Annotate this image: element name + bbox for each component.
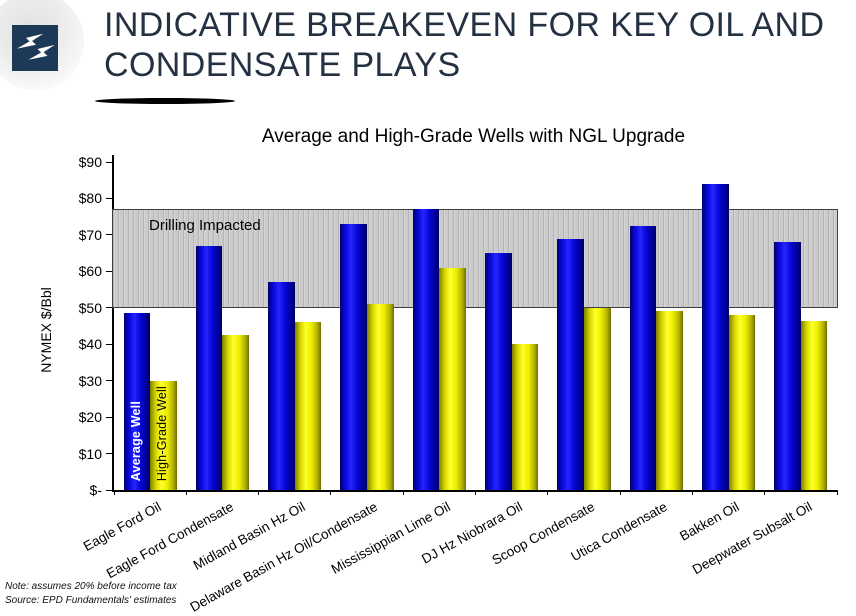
y-tick-label: $30 — [78, 372, 102, 389]
page-title-line1: INDICATIVE BREAKEVEN FOR KEY OIL AND — [104, 6, 825, 44]
bar-average-well: Average Well — [123, 313, 151, 490]
bar-average-well — [485, 253, 512, 490]
x-tick — [113, 490, 115, 495]
x-category-label: Eagle Ford Condensate — [103, 499, 236, 582]
bar-average-well — [268, 282, 295, 490]
legend-high-grade-well: High-Grade Well — [155, 385, 170, 481]
y-tick — [106, 453, 114, 455]
plot-area: Drilling Impacted $- $10 $20 $30 $40 $50 $60 $7… — [79, 154, 838, 615]
page-title-line2: CONDENSATE PLAYS — [104, 46, 461, 84]
y-tick — [106, 197, 114, 199]
bar-high-grade-well — [367, 304, 394, 490]
bar-high-grade-well — [800, 320, 828, 490]
x-tick — [185, 490, 187, 495]
x-tick — [330, 490, 332, 495]
y-tick-label: $40 — [78, 336, 102, 353]
bar-average-well — [340, 223, 368, 490]
y-tick — [106, 489, 114, 491]
x-category-label: Bakken Oil — [677, 499, 742, 544]
bar-high-grade-well — [511, 344, 539, 490]
x-tick — [547, 490, 549, 495]
bar-high-grade-well — [439, 267, 466, 490]
bar-average-well — [557, 238, 584, 490]
page-title: INDICATIVE BREAKEVEN FOR KEY OIL AND CON… — [104, 5, 824, 85]
y-tick-label: $10 — [78, 445, 102, 462]
y-tick — [106, 307, 114, 309]
bar-average-well — [774, 242, 801, 490]
bar-high-grade-well — [728, 315, 756, 490]
x-tick — [691, 490, 693, 495]
y-tick-label: $70 — [78, 226, 102, 243]
y-tick-label: $20 — [78, 409, 102, 426]
footnote-source: Source: EPD Fundamentals' estimates — [5, 595, 177, 606]
title-underline-swoosh — [95, 98, 235, 104]
bar-high-grade-well — [583, 307, 611, 490]
y-tick — [106, 234, 114, 236]
x-category-label: Deepwater Subsalt Oil — [689, 499, 815, 578]
bar-average-well — [412, 209, 440, 490]
y-tick — [106, 270, 114, 272]
x-tick — [764, 490, 766, 495]
y-tick — [106, 416, 114, 418]
x-tick — [836, 490, 838, 495]
company-logo — [12, 25, 58, 71]
y-tick-label: $60 — [78, 263, 102, 280]
footnote-note: Note: assumes 20% before income tax — [5, 581, 177, 592]
x-category-label: Mississippian Lime Oil — [328, 499, 453, 577]
y-tick-label: $- — [89, 482, 102, 498]
x-tick — [258, 490, 260, 495]
y-tick-label: $50 — [78, 299, 102, 316]
double-lightning-bolt-icon — [16, 33, 55, 60]
bar-average-well — [701, 183, 729, 490]
y-tick — [106, 343, 114, 345]
bar-average-well — [195, 245, 223, 490]
y-tick-label: $80 — [78, 190, 102, 207]
bar-high-grade-well — [222, 335, 250, 490]
bar-high-grade-well: High-Grade Well — [150, 380, 177, 490]
y-tick-label: $90 — [78, 154, 102, 170]
x-tick — [402, 490, 404, 495]
bar-average-well — [629, 225, 657, 490]
bar-high-grade-well — [294, 322, 322, 490]
x-tick — [619, 490, 621, 495]
legend-average-well: Average Well — [128, 400, 143, 481]
bar-high-grade-well — [656, 311, 683, 490]
y-tick — [106, 380, 114, 382]
band-label: Drilling Impacted — [149, 217, 261, 235]
y-tick — [106, 161, 114, 163]
chart-title: Average and High-Grade Wells with NGL Up… — [261, 126, 686, 147]
x-tick — [475, 490, 476, 495]
